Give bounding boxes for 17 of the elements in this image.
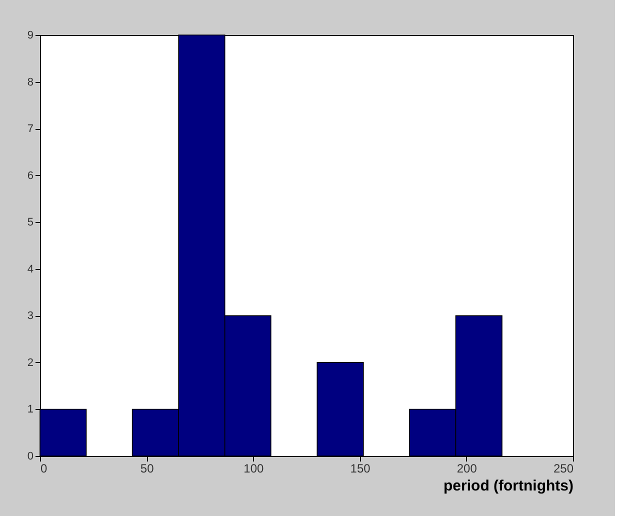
x-tick-label: 100 [244, 462, 264, 476]
x-tick-label: 50 [140, 462, 154, 476]
y-tick-label: 9 [27, 30, 34, 42]
x-tick-label: 0 [40, 462, 48, 476]
x-tick-label: 200 [456, 462, 478, 476]
y-tick-label: 5 [27, 216, 34, 229]
y-tick-label: 8 [27, 76, 34, 88]
y-tick-label: 3 [27, 310, 34, 322]
y-tick-label: 2 [27, 356, 34, 369]
y-tick-label: 1 [27, 404, 34, 416]
x-axis-title: period (fortnights) [444, 478, 574, 494]
x-tick-label: 150 [350, 462, 371, 476]
y-tick-label: 0 [27, 450, 34, 462]
y-tick-label: 4 [27, 263, 34, 276]
y-tick-label: 7 [27, 123, 34, 136]
y-tick-label: 6 [27, 170, 34, 182]
x-tick-label: 250 [553, 462, 574, 476]
